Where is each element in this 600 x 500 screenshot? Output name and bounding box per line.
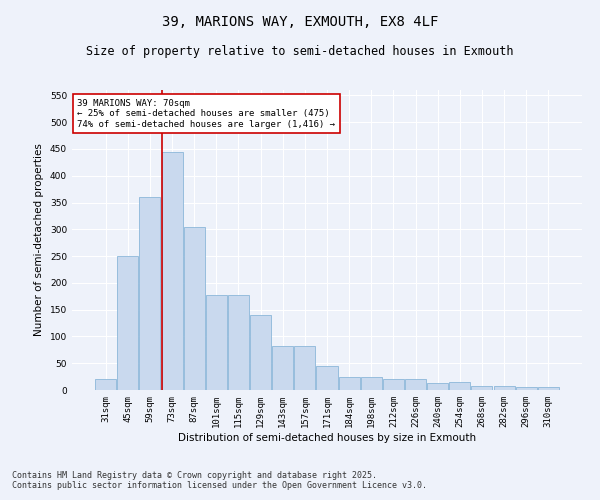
X-axis label: Distribution of semi-detached houses by size in Exmouth: Distribution of semi-detached houses by … <box>178 432 476 442</box>
Bar <box>295 346 316 390</box>
Bar <box>228 294 249 390</box>
Bar <box>472 386 493 390</box>
Text: 39, MARIONS WAY, EXMOUTH, EX8 4LF: 39, MARIONS WAY, EXMOUTH, EX8 4LF <box>162 15 438 29</box>
Bar <box>95 380 116 390</box>
Bar <box>161 152 182 390</box>
Bar <box>494 386 515 390</box>
Bar <box>427 383 448 390</box>
Bar <box>206 294 227 390</box>
Text: 39 MARIONS WAY: 70sqm
← 25% of semi-detached houses are smaller (475)
74% of sem: 39 MARIONS WAY: 70sqm ← 25% of semi-deta… <box>77 99 335 129</box>
Bar <box>250 315 271 390</box>
Bar <box>184 226 205 390</box>
Bar <box>538 387 559 390</box>
Text: Contains HM Land Registry data © Crown copyright and database right 2025.
Contai: Contains HM Land Registry data © Crown c… <box>12 470 427 490</box>
Bar <box>338 376 359 390</box>
Bar <box>515 387 536 390</box>
Text: Size of property relative to semi-detached houses in Exmouth: Size of property relative to semi-detach… <box>86 45 514 58</box>
Bar <box>383 380 404 390</box>
Bar <box>272 346 293 390</box>
Bar <box>139 197 160 390</box>
Bar <box>316 366 338 390</box>
Bar <box>361 376 382 390</box>
Y-axis label: Number of semi-detached properties: Number of semi-detached properties <box>34 144 44 336</box>
Bar <box>449 382 470 390</box>
Bar <box>405 380 426 390</box>
Bar <box>118 256 139 390</box>
